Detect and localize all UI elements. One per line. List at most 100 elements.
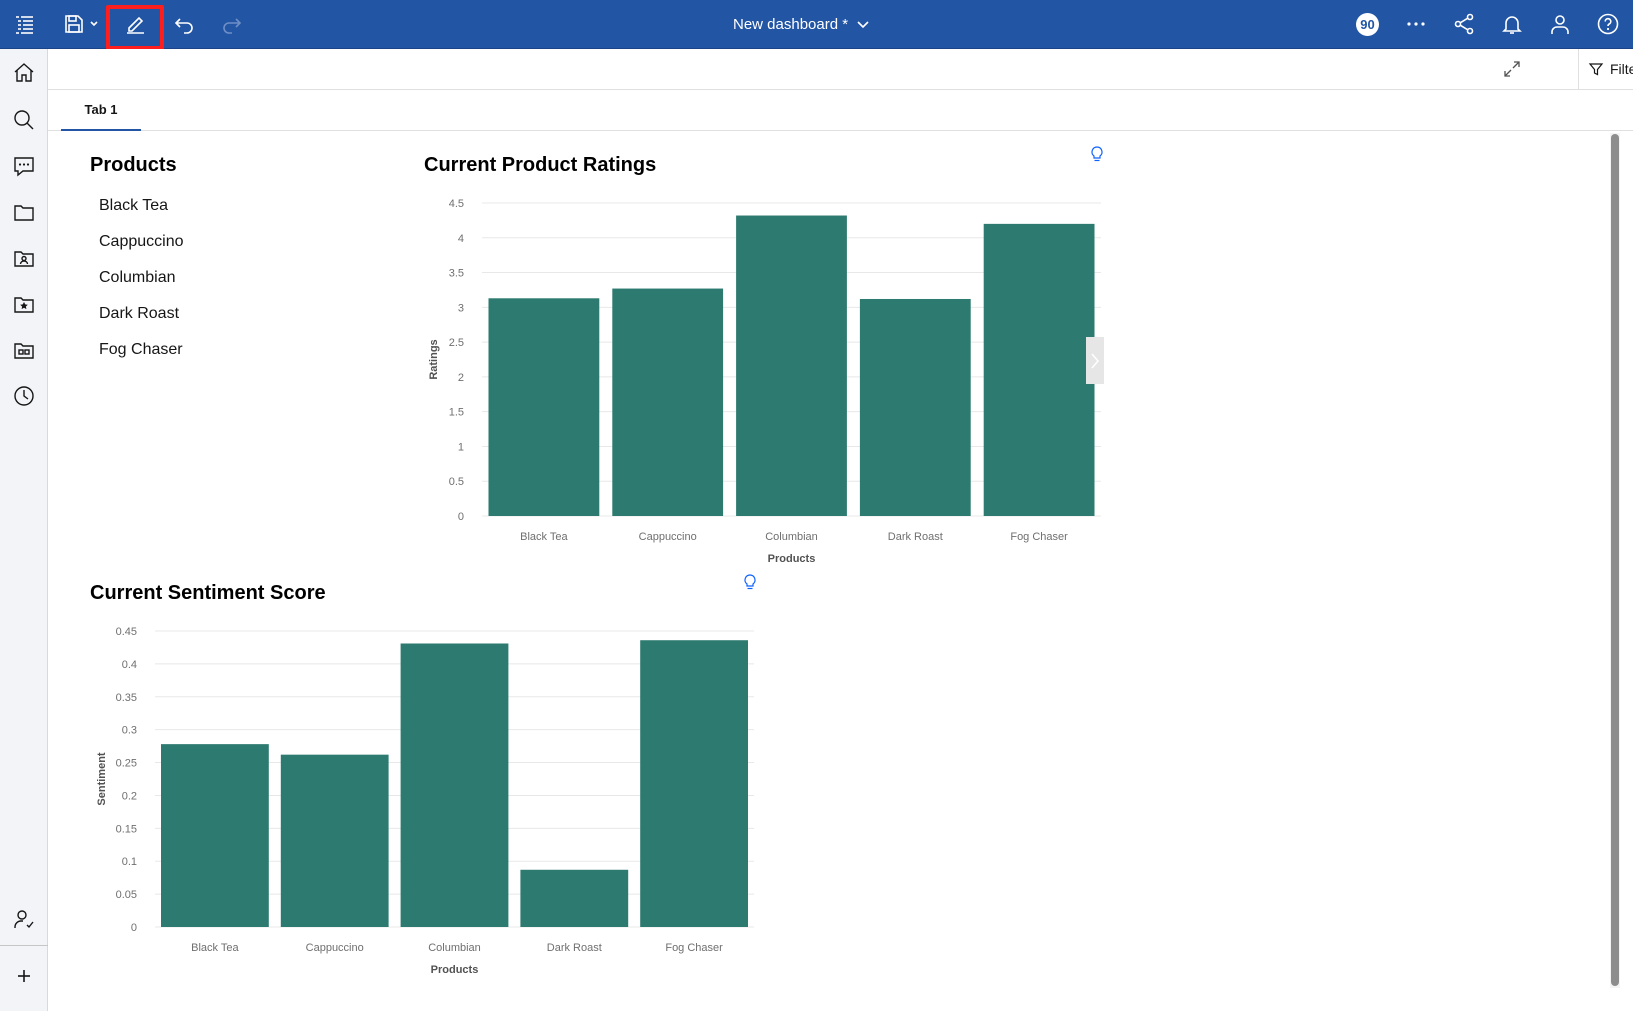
redo-icon [223, 18, 242, 34]
recent-button[interactable] [0, 374, 48, 418]
y-tick-label: 0.15 [116, 823, 137, 835]
product-item-cappuccino[interactable]: Cappuccino [99, 233, 184, 250]
fullscreen-button[interactable] [1500, 57, 1524, 81]
y-tick-label: 0.5 [449, 476, 464, 488]
user-icon [1551, 15, 1569, 34]
more-options-button[interactable] [1392, 0, 1440, 48]
help-icon [1597, 13, 1619, 35]
app-header: New dashboard * 90 [0, 0, 1633, 50]
products-widget-title: Products [90, 154, 177, 176]
x-axis-title: Products [431, 964, 479, 976]
bar-dark-roast[interactable] [520, 869, 629, 927]
manage-button[interactable] [0, 897, 48, 941]
y-axis-title: Ratings [428, 339, 440, 379]
menu-icon [16, 16, 33, 34]
x-tick-label: Columbian [428, 942, 481, 954]
y-tick-label: 2.5 [449, 337, 464, 349]
search-button[interactable] [0, 98, 48, 142]
bar-fog-chaser[interactable] [640, 640, 748, 927]
user-check-icon [14, 910, 34, 929]
user-profile-button[interactable] [1536, 0, 1584, 48]
new-button[interactable] [0, 954, 48, 998]
ratings-bar-chart: 0 0.5 1 1.5 2 2.5 3 3.5 4 4.5 Black Tea Cappuccino C… [428, 198, 1101, 565]
product-item-black-tea[interactable]: Black Tea [99, 197, 169, 214]
dashboard-title[interactable]: New dashboard * [733, 0, 876, 48]
product-item-fog-chaser[interactable]: Fog Chaser [99, 341, 183, 358]
x-tick-label: Columbian [765, 531, 818, 543]
search-icon [14, 110, 34, 130]
overflow-menu-icon [1407, 22, 1425, 26]
redo-button[interactable] [208, 0, 256, 48]
bar-columbian[interactable] [400, 643, 509, 927]
undo-icon [174, 18, 193, 34]
y-tick-label: 0.3 [122, 725, 137, 737]
chevron-down-icon [857, 21, 869, 29]
insights-bulb-icon[interactable] [742, 573, 758, 593]
undo-button[interactable] [160, 0, 208, 48]
y-tick-label: 4.5 [449, 198, 464, 210]
y-tick-label: 0.25 [116, 758, 137, 770]
bar-columbian[interactable] [736, 215, 847, 516]
x-axis-title: Products [768, 553, 816, 565]
user-folder-icon [14, 251, 34, 267]
clock-icon [14, 386, 34, 406]
pencil-icon [127, 16, 144, 34]
notification-count-badge[interactable]: 90 [1356, 13, 1379, 36]
bar-cappuccino[interactable] [280, 754, 389, 927]
y-tick-label: 0.05 [116, 889, 137, 901]
left-navigation-rail [0, 49, 48, 1011]
rail-divider [0, 945, 48, 946]
assistant-button[interactable] [0, 144, 48, 188]
edit-button[interactable] [110, 0, 160, 48]
filters-button[interactable]: Filters [1588, 49, 1633, 89]
y-tick-label: 0.1 [122, 856, 137, 868]
bar-cappuccino[interactable] [612, 288, 724, 516]
x-tick-label: Black Tea [520, 531, 568, 543]
expand-icon [1504, 61, 1520, 77]
team-folder-icon [14, 343, 34, 359]
folder-icon [14, 205, 34, 221]
content-button[interactable] [0, 190, 48, 234]
filter-icon [1588, 63, 1604, 76]
share-icon [1454, 13, 1474, 35]
y-tick-label: 1 [458, 441, 464, 453]
y-tick-label: 0.45 [116, 626, 137, 638]
insights-bulb-icon[interactable] [1089, 145, 1105, 165]
x-tick-label: Cappuccino [306, 942, 364, 954]
notifications-button[interactable] [1488, 0, 1536, 48]
navigation-menu-button[interactable] [0, 0, 48, 48]
canvas-scrollbar-thumb[interactable] [1611, 134, 1619, 986]
y-tick-label: 0 [131, 922, 137, 934]
y-tick-label: 1.5 [449, 407, 464, 419]
save-button[interactable] [56, 0, 106, 48]
home-button[interactable] [0, 50, 48, 94]
bar-fog-chaser[interactable] [983, 223, 1095, 516]
y-tick-label: 0.35 [116, 692, 137, 704]
y-tick-label: 3.5 [449, 268, 464, 280]
product-item-columbian[interactable]: Columbian [99, 269, 176, 286]
y-tick-label: 2 [458, 372, 464, 384]
x-tick-label: Fog Chaser [665, 942, 723, 954]
y-tick-label: 0.4 [122, 659, 137, 671]
x-tick-label: Cappuccino [639, 531, 697, 543]
bar-dark-roast[interactable] [859, 298, 971, 516]
x-tick-label: Fog Chaser [1010, 531, 1068, 543]
x-tick-label: Dark Roast [888, 531, 943, 543]
dashboard-toolbar: Filters [48, 49, 1633, 90]
y-tick-label: 3 [458, 302, 464, 314]
chevron-right-icon [1091, 353, 1099, 368]
bar-black-tea[interactable] [488, 298, 600, 516]
x-tick-label: Black Tea [191, 942, 239, 954]
tab-1[interactable]: Tab 1 [61, 90, 141, 131]
bar-black-tea[interactable] [161, 744, 269, 927]
tab-bar: Tab 1 [48, 90, 1633, 131]
favorites-button[interactable] [0, 282, 48, 326]
help-button[interactable] [1584, 0, 1632, 48]
team-content-button[interactable] [0, 328, 48, 372]
share-button[interactable] [1440, 0, 1488, 48]
my-content-button[interactable] [0, 236, 48, 280]
star-folder-icon [14, 297, 34, 313]
product-item-dark-roast[interactable]: Dark Roast [99, 305, 180, 322]
chart-expand-handle[interactable] [1086, 337, 1104, 384]
x-tick-label: Dark Roast [547, 942, 602, 954]
